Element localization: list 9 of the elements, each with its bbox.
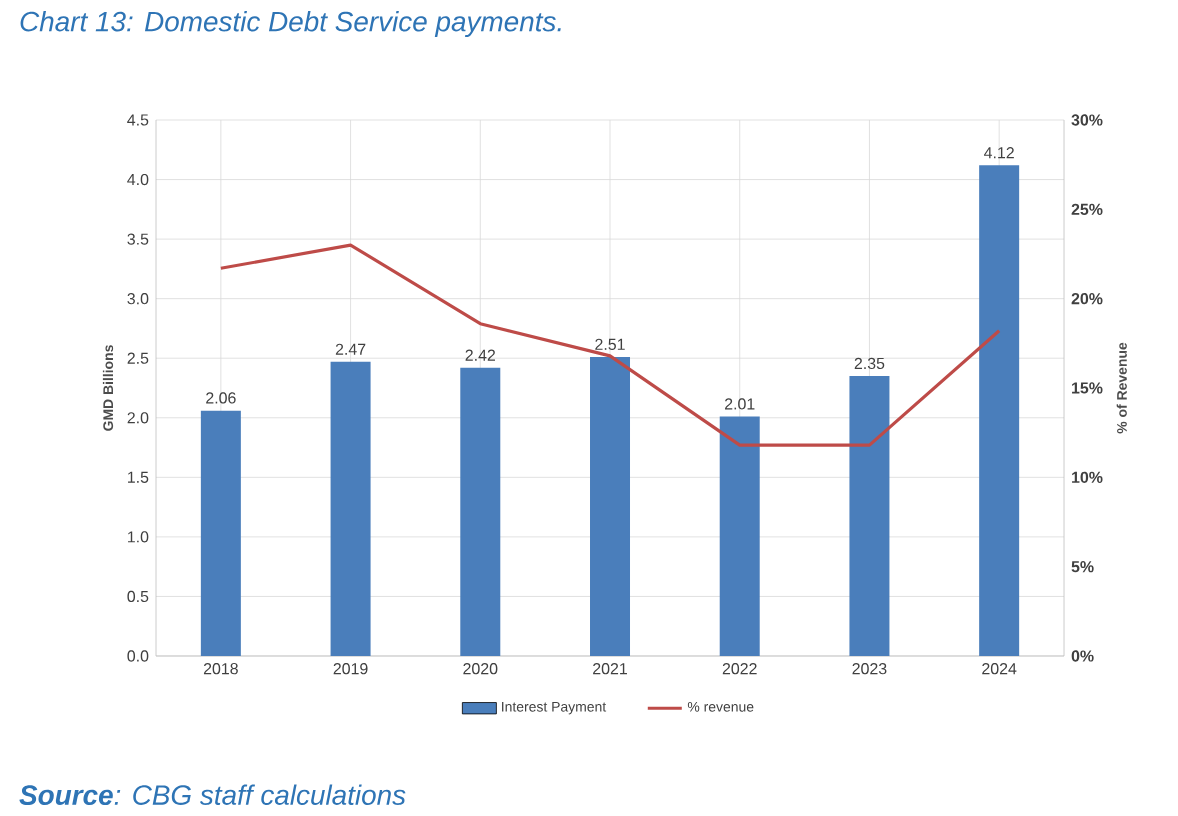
bar [590, 357, 631, 656]
chart-title: Chart 13: Domestic Debt Service payments. [20, 11, 561, 38]
bar [849, 376, 890, 656]
bar [460, 367, 501, 656]
bar [330, 361, 371, 656]
bar [979, 165, 1020, 656]
text: Source: CBG staff calculations [19, 784, 406, 805]
bar [719, 416, 760, 656]
bar [200, 410, 241, 656]
